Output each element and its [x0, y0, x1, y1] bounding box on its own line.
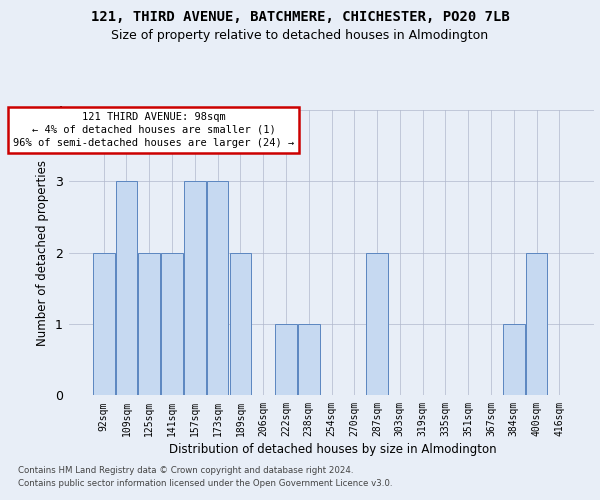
- Bar: [184, 182, 206, 395]
- Bar: [366, 252, 388, 395]
- Bar: [207, 182, 229, 395]
- Bar: [503, 324, 524, 395]
- Bar: [275, 324, 297, 395]
- Bar: [526, 252, 547, 395]
- Bar: [139, 252, 160, 395]
- Bar: [161, 252, 183, 395]
- Text: Contains HM Land Registry data © Crown copyright and database right 2024.: Contains HM Land Registry data © Crown c…: [18, 466, 353, 475]
- Bar: [298, 324, 320, 395]
- Y-axis label: Number of detached properties: Number of detached properties: [36, 160, 49, 346]
- Bar: [116, 182, 137, 395]
- Text: Contains public sector information licensed under the Open Government Licence v3: Contains public sector information licen…: [18, 479, 392, 488]
- Bar: [93, 252, 115, 395]
- Text: Size of property relative to detached houses in Almodington: Size of property relative to detached ho…: [112, 29, 488, 42]
- Text: 121, THIRD AVENUE, BATCHMERE, CHICHESTER, PO20 7LB: 121, THIRD AVENUE, BATCHMERE, CHICHESTER…: [91, 10, 509, 24]
- Bar: [230, 252, 251, 395]
- Text: 121 THIRD AVENUE: 98sqm
← 4% of detached houses are smaller (1)
96% of semi-deta: 121 THIRD AVENUE: 98sqm ← 4% of detached…: [13, 112, 295, 148]
- Text: Distribution of detached houses by size in Almodington: Distribution of detached houses by size …: [169, 442, 497, 456]
